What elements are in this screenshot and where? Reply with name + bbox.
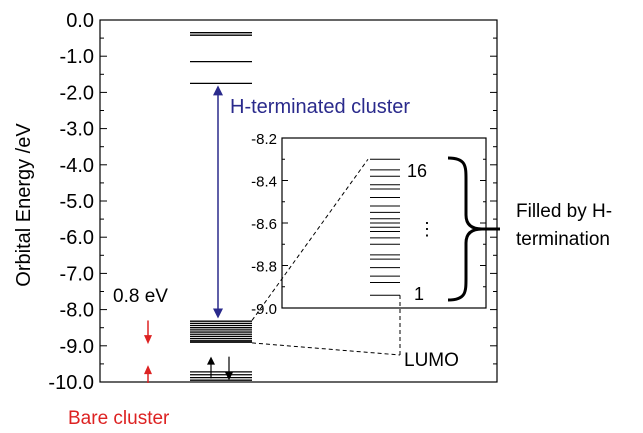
gap-red-arrow-down-head: [144, 335, 152, 345]
inset-y-tick-label: -8.2: [251, 131, 277, 148]
main-axes: 0.0-1.0-2.0-3.0-4.0-5.0-6.0-7.0-8.0-9.0-…: [48, 10, 498, 394]
inset-top-level-label: 16: [407, 161, 427, 181]
gap-label: 0.8 eV: [113, 286, 168, 307]
inset-zoom-panel: -8.2 -8.4 -8.6 -8.8 -9.0: [251, 131, 500, 356]
inset-bottom-level-label: 1: [414, 284, 424, 304]
y-tick-label: -4.0: [60, 155, 94, 177]
inset-y-tick-label: -9.0: [251, 301, 277, 318]
y-tick-label: -7.0: [60, 263, 94, 285]
h-terminated-cluster-label: H-terminated cluster: [230, 96, 410, 118]
inset-y-tick-label: -8.8: [251, 259, 277, 276]
y-tick-label: -9.0: [60, 336, 94, 358]
gap-arrow-head-bottom: [213, 308, 223, 319]
inset-guide-top: [251, 158, 369, 321]
y-tick-label: 0.0: [66, 10, 94, 32]
filled-label-line-1: Filled by H-: [516, 201, 612, 222]
spin-up-head: [207, 356, 215, 365]
y-tick-label: -1.0: [60, 46, 94, 68]
main-energy-levels: [190, 32, 252, 381]
y-tick-label: -2.0: [60, 82, 94, 104]
bare-cluster-label: Bare cluster: [68, 408, 170, 429]
gap-red-arrow-up-head: [144, 365, 152, 375]
filled-label-line-2: termination: [516, 229, 610, 250]
gap-arrow-head-top: [213, 85, 223, 96]
y-tick-label: -3.0: [60, 119, 94, 141]
lumo-label: LUMO: [404, 350, 459, 371]
inset-dots: ⋮: [418, 219, 436, 239]
y-tick-label: -5.0: [60, 191, 94, 213]
inset-y-tick-label: -8.6: [251, 216, 277, 233]
annotations: [144, 85, 233, 383]
inset-y-tick-label: -8.4: [251, 174, 277, 191]
y-axis-label: Orbital Energy /eV: [13, 123, 35, 287]
inset-guide-bottom: [251, 342, 401, 356]
spin-down-head: [225, 372, 233, 381]
y-tick-label: -10.0: [48, 372, 94, 394]
y-tick-label: -8.0: [60, 300, 94, 322]
y-tick-label: -6.0: [60, 227, 94, 249]
